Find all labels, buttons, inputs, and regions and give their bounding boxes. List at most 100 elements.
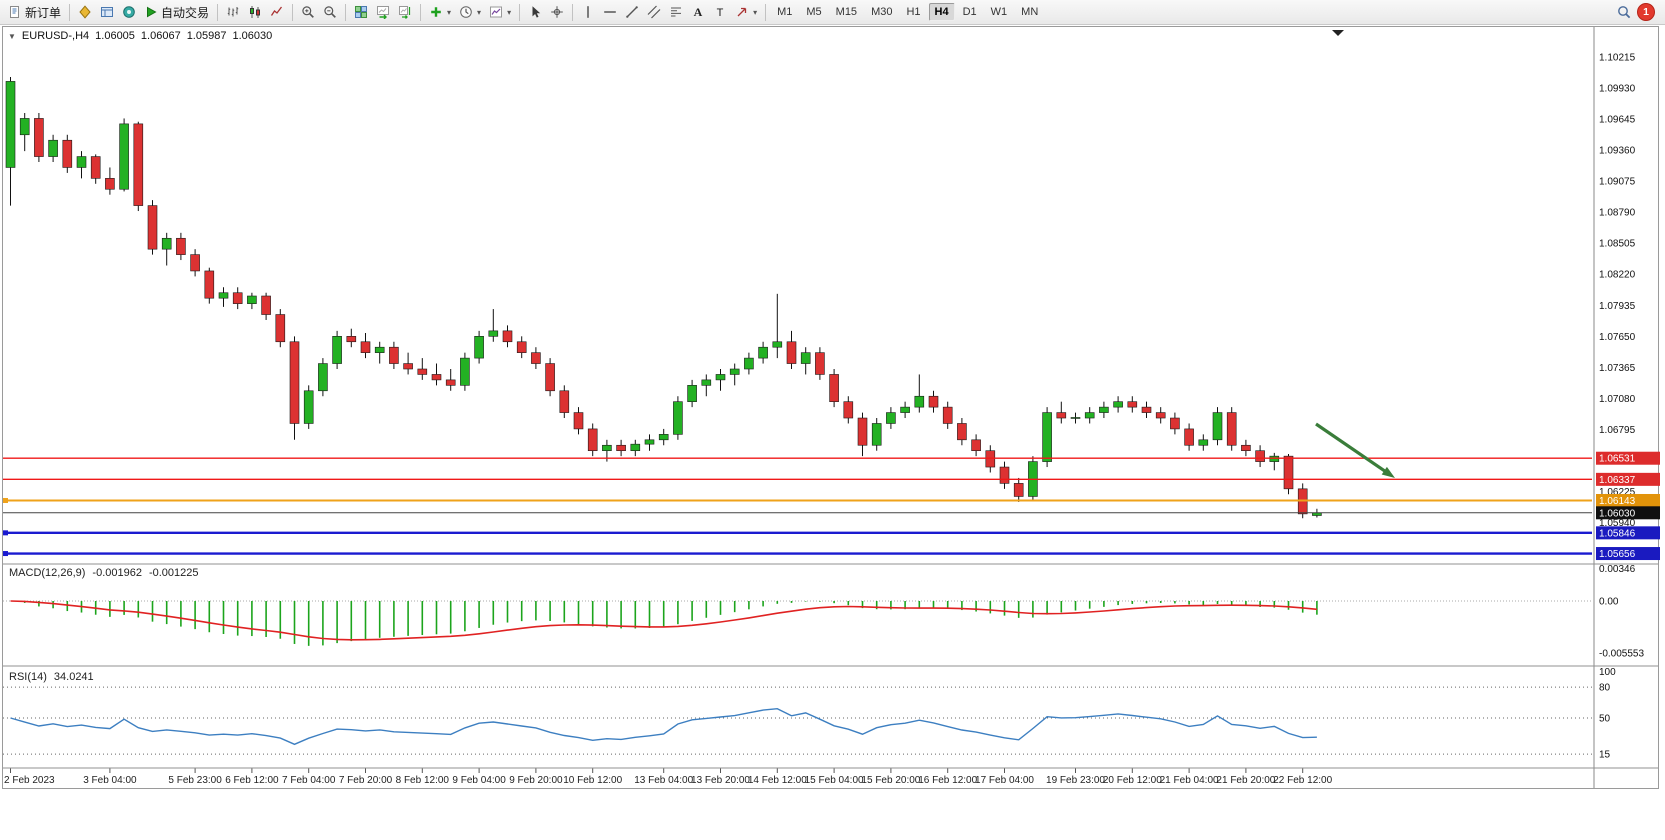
price-tag (1596, 451, 1660, 465)
time-axis-label: 20 Feb 12:00 (1103, 775, 1162, 786)
candle-chart-icon (248, 5, 262, 19)
macd-indicator-label: MACD(12,26,9) -0.001962 -0.001225 (9, 567, 199, 579)
timeframe-mn-button[interactable]: MN (1021, 6, 1039, 18)
rsi-value: 34.0241 (53, 671, 94, 683)
search-button[interactable] (1613, 2, 1635, 23)
horizontal-line-button[interactable] (599, 2, 621, 23)
price-tag (1596, 493, 1660, 507)
price-axis-label: 1.06795 (1599, 425, 1636, 436)
macd-main-value: -0.001962 (92, 567, 142, 579)
price-axis-label: 1.09930 (1599, 83, 1636, 94)
new-order-button[interactable]: 新订单 (4, 2, 65, 23)
play-icon (144, 5, 158, 19)
auto-scroll-button[interactable] (372, 2, 394, 23)
cursor-button[interactable] (524, 2, 546, 23)
time-axis-label: 13 Feb 20:00 (691, 775, 750, 786)
dropdown-caret-icon[interactable]: ▾ (753, 7, 758, 17)
algo-trading-button[interactable]: 自动交易 (140, 2, 213, 23)
rsi-indicator-label: RSI(14) 34.0241 (9, 671, 94, 683)
add-indicator-button[interactable]: ▾ (425, 2, 455, 23)
market-watch-button[interactable] (74, 2, 96, 23)
data-window-button[interactable] (96, 2, 118, 23)
label-button[interactable]: T (709, 2, 731, 23)
annotation-arrow[interactable] (1315, 422, 1389, 475)
time-axis-label: 14 Feb 12:00 (748, 775, 807, 786)
dropdown-caret-icon[interactable]: ▾ (447, 7, 452, 17)
chart-shift-button[interactable] (394, 2, 416, 23)
template-button[interactable]: ▾ (485, 2, 515, 23)
channel-button[interactable] (643, 2, 665, 23)
dropdown-caret-icon[interactable]: ▾ (477, 7, 482, 17)
line-chart-button[interactable] (266, 2, 288, 23)
price-tag-label: 1.06030 (1599, 508, 1636, 519)
time-axis-label: 13 Feb 04:00 (634, 775, 693, 786)
timeframe-w1-button[interactable]: W1 (990, 6, 1008, 18)
zoom-out-button[interactable] (319, 2, 341, 23)
text-button[interactable]: A (687, 2, 709, 23)
toolbar-separator (217, 3, 219, 21)
time-axis-label: 7 Feb 20:00 (339, 775, 393, 786)
time-axis-label: 8 Feb 12:00 (396, 775, 450, 786)
rsi-line (10, 707, 1317, 746)
add-indicator-icon (429, 5, 443, 19)
chart-high-value: 1.06067 (140, 30, 181, 42)
time-axis[interactable]: 2 Feb 2023 3 Feb 04:00 5 Feb 23:00 6 Feb 12… (4, 768, 1333, 787)
dropdown-caret-icon[interactable]: ▾ (507, 7, 512, 17)
price-axis-label: 1.09645 (1599, 114, 1636, 125)
timeframe-m5-button[interactable]: M5 (806, 6, 822, 18)
bar-chart-icon (226, 5, 240, 19)
time-axis-label: 2 Feb 2023 (4, 775, 55, 786)
crosshair-button[interactable] (546, 2, 568, 23)
price-axis-label: 1.06225 (1599, 487, 1636, 498)
macd-signal-line (10, 600, 1317, 641)
rsi-axis-label: 15 (1599, 750, 1611, 761)
price-tag-label: 1.06531 (1599, 454, 1636, 465)
shapes-button[interactable]: ▾ (731, 2, 761, 23)
time-axis-label: 15 Feb 04:00 (805, 775, 864, 786)
macd-axis-label: -0.005553 (1599, 648, 1644, 659)
help-button[interactable] (118, 2, 140, 23)
price-tag-label: 1.05846 (1599, 528, 1636, 539)
line-chart-icon (270, 5, 284, 19)
price-tag-label: 1.05656 (1599, 549, 1636, 560)
chart-symbol-period: EURUSD-,H4 (21, 30, 90, 42)
timeframe-m1-button[interactable]: M1 (777, 6, 793, 18)
price-axis-label: 1.07935 (1599, 301, 1636, 312)
scroll-anchor-icon[interactable] (1332, 30, 1344, 36)
rsi-label: RSI(14) (9, 671, 47, 683)
vertical-line-button[interactable] (577, 2, 599, 23)
help-icon (122, 5, 136, 19)
bar-chart-button[interactable] (222, 2, 244, 23)
notifications-badge[interactable]: 1 (1637, 3, 1655, 21)
timeframe-d1-button[interactable]: D1 (962, 6, 977, 18)
chart-low-value: 1.05987 (186, 30, 227, 42)
candle-chart-button[interactable] (244, 2, 266, 23)
time-axis-label: 22 Feb 12:00 (1273, 775, 1332, 786)
annotation-arrow-head (1381, 466, 1395, 478)
timeframe-m15-button[interactable]: M15 (835, 6, 858, 18)
trendline-button[interactable] (621, 2, 643, 23)
timeframe-m30-button[interactable]: M30 (871, 6, 893, 18)
fibonacci-button[interactable] (665, 2, 687, 23)
line-handle[interactable] (3, 497, 8, 503)
price-axis-label: 1.08220 (1599, 270, 1636, 281)
rsi-axis-label: 100 (1599, 667, 1616, 678)
price-chart[interactable]: 1.10215 1.09930 1.09645 1.09360 1.09075 1.087… (0, 26, 1665, 840)
price-axis-label: 1.05940 (1599, 518, 1636, 529)
timeframe-h1-button[interactable]: H1 (906, 6, 921, 18)
time-axis-label: 17 Feb 04:00 (975, 775, 1034, 786)
time-axis-label: 21 Feb 20:00 (1216, 775, 1275, 786)
period-selector-button[interactable]: ▾ (455, 2, 485, 23)
main-toolbar: 新订单 自动交易 ▾ ▾ ▾ A T ▾ M1 M5 M15 M30 H1 H4 D1 W1 MN 1 (0, 0, 1665, 25)
timeframe-h4-button[interactable]: H4 (928, 3, 955, 21)
chart-quick-nav-icon[interactable]: ▼ (8, 31, 16, 41)
price-axis-label: 1.07365 (1599, 363, 1636, 374)
time-axis-label: 3 Feb 04:00 (83, 775, 137, 786)
line-handle[interactable] (3, 551, 8, 557)
tile-windows-button[interactable] (350, 2, 372, 23)
price-axis-label: 1.09075 (1599, 177, 1636, 188)
line-handle[interactable] (3, 530, 8, 536)
chart-close-value: 1.06030 (232, 30, 273, 42)
zoom-in-button[interactable] (297, 2, 319, 23)
